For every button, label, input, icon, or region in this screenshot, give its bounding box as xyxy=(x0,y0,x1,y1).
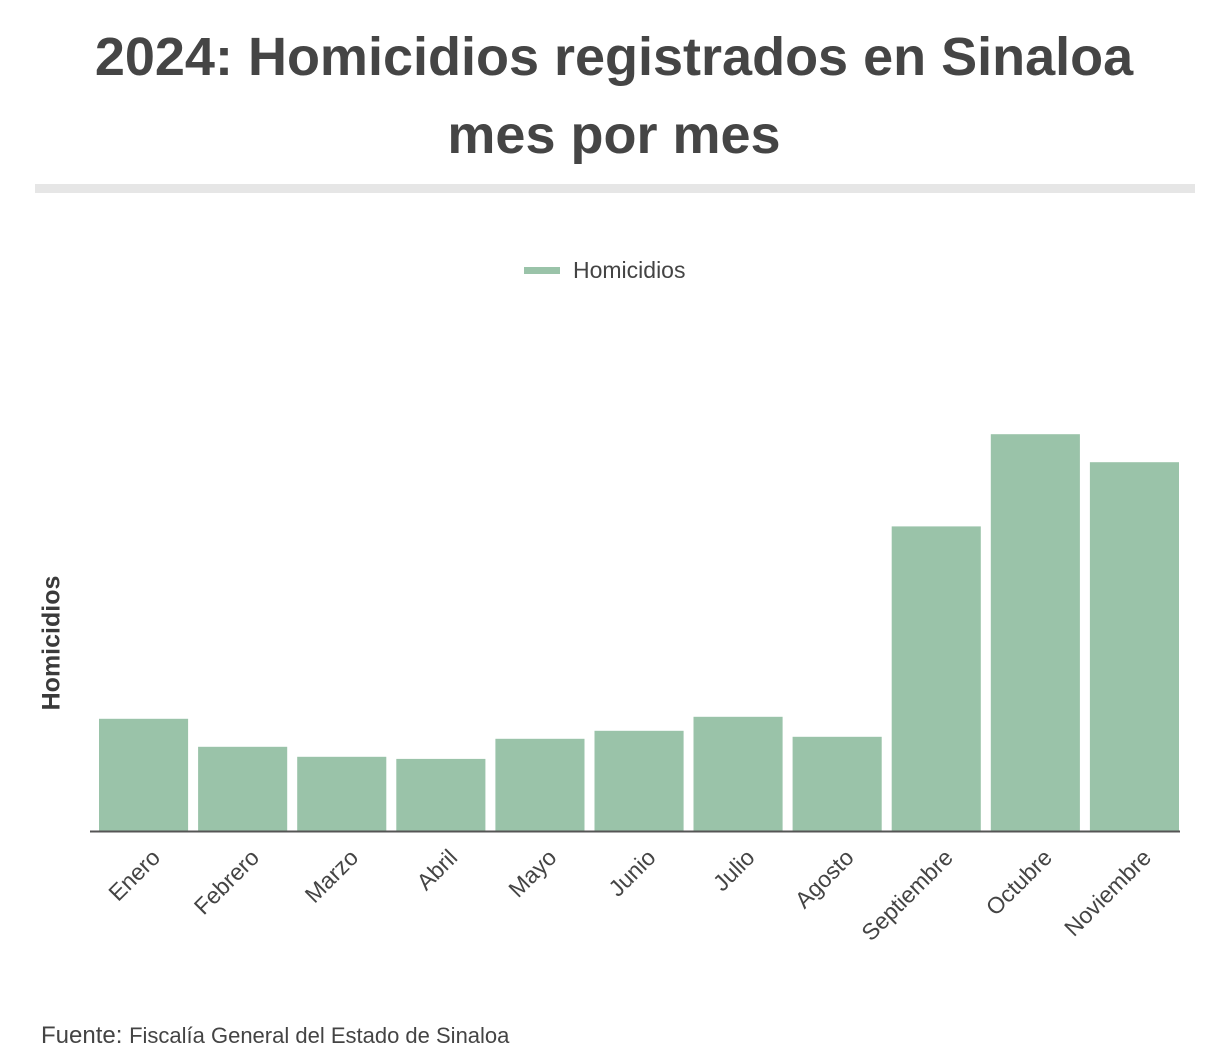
bar-febrero[interactable] xyxy=(198,746,288,831)
x-tick-label-enero: Enero xyxy=(103,844,165,906)
bar-julio[interactable] xyxy=(693,716,783,831)
source-prefix: Fuente: xyxy=(41,1022,123,1049)
legend-label: Homicidios xyxy=(573,256,686,283)
x-tick-label-mayo: Mayo xyxy=(503,844,561,902)
bar-abril[interactable] xyxy=(396,758,486,831)
x-tick-label-julio: Julio xyxy=(708,844,760,896)
bar-octubre[interactable] xyxy=(990,434,1080,831)
x-tick-label-febrero: Febrero xyxy=(189,844,264,919)
x-tick-label-noviembre: Noviembre xyxy=(1059,844,1156,941)
source-note: Fuente: Fiscalía General del Estado de S… xyxy=(41,1022,509,1050)
x-tick-label-abril: Abril xyxy=(411,844,462,895)
bar-junio[interactable] xyxy=(594,730,684,831)
x-tick-label-junio: Junio xyxy=(603,844,660,901)
bar-noviembre[interactable] xyxy=(1089,462,1179,831)
x-tick-label-octubre: Octubre xyxy=(981,844,1057,920)
title-divider xyxy=(35,184,1195,193)
legend[interactable]: Homicidios xyxy=(524,255,685,285)
bar-enero[interactable] xyxy=(99,718,189,831)
bar-septiembre[interactable] xyxy=(891,526,981,831)
bar-agosto[interactable] xyxy=(792,736,882,831)
chart-title-line-2: mes por mes xyxy=(447,105,781,165)
source-text: Fiscalía General del Estado de Sinaloa xyxy=(129,1023,510,1048)
x-tick-label-septiembre: Septiembre xyxy=(856,844,958,946)
chart-title: 2024: Homicidios registrados en Sinaloa … xyxy=(0,18,1228,174)
legend-swatch xyxy=(524,266,560,274)
chart-title-line-1: 2024: Homicidios registrados en Sinaloa xyxy=(94,27,1134,87)
x-tick-label-agosto: Agosto xyxy=(790,844,859,913)
x-tick-label-marzo: Marzo xyxy=(300,844,364,908)
bar-chart: Enero Febrero Marzo Abril Mayo Junio Julio Agos… xyxy=(90,434,1180,946)
bar-marzo[interactable] xyxy=(297,756,387,831)
bar-mayo[interactable] xyxy=(495,738,585,831)
